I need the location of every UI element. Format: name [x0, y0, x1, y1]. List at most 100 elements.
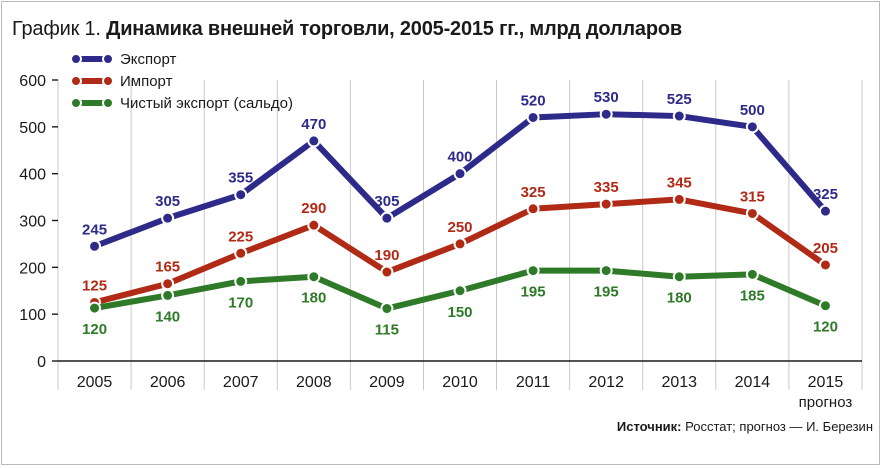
series-3-data-label: 195	[521, 284, 546, 301]
legend-item-2: Импорт	[70, 73, 173, 90]
x-tick-label: 2006	[150, 374, 186, 391]
x-tick-label: 2013	[661, 374, 697, 391]
series-1-data-label: 355	[228, 170, 253, 187]
series-2-data-label: 290	[301, 200, 326, 217]
series-2-point	[161, 277, 175, 291]
series-3-point	[88, 301, 102, 315]
series-2-data-label: 225	[228, 228, 253, 245]
legend-label: Чистый экспорт (сальдо)	[120, 95, 293, 112]
series-1-point	[599, 107, 613, 121]
x-tick-label: 2011	[516, 374, 551, 391]
series-2-point	[453, 237, 467, 251]
x-tick-label: 2010	[442, 374, 478, 391]
source-text: Росстат; прогноз — И. Березин	[685, 419, 873, 434]
series-1-data-label: 520	[521, 92, 546, 109]
series-3-point	[161, 288, 175, 302]
series-2-data-label: 335	[594, 179, 619, 196]
series-1-data-label: 470	[301, 116, 326, 133]
legend-swatch-dot	[70, 53, 82, 65]
series-1-data-label: 525	[667, 91, 692, 108]
legend: Экспорт Импорт Чистый экспорт (сальдо)	[70, 51, 293, 112]
series-3-point	[234, 274, 248, 288]
x-tick-label: 2005	[77, 374, 113, 391]
chart-title: График 1. Динамика внешней торговли, 200…	[12, 18, 682, 41]
x-tick-label: 2008	[296, 374, 332, 391]
y-tick-label: 600	[19, 73, 46, 90]
series-2-data-label: 345	[667, 174, 692, 191]
legend-swatch-dot	[70, 75, 82, 87]
y-tick-label: 100	[19, 307, 46, 324]
chart-title-prefix: График 1.	[12, 18, 101, 40]
y-tick-label: 300	[19, 214, 46, 231]
series-1-data-label: 530	[594, 89, 619, 106]
series-2-data-label: 190	[374, 247, 399, 264]
x-tick-note: прогноз	[799, 394, 853, 411]
y-tick-label: 0	[37, 354, 46, 371]
series-2-data-label: 125	[82, 277, 107, 294]
series-1-point	[526, 110, 540, 124]
series-3-point	[453, 284, 467, 298]
x-tick-label: 2009	[369, 374, 405, 391]
series-3-point	[526, 264, 540, 278]
series-1-point	[745, 120, 759, 134]
series-3-data-label: 180	[301, 290, 326, 307]
series-3-data-label: 140	[155, 308, 180, 325]
series-2-data-label: 250	[447, 219, 472, 236]
series-2-point	[672, 192, 686, 206]
series-1-point	[88, 239, 102, 253]
series-2-point	[526, 202, 540, 216]
legend-item-1: Экспорт	[70, 51, 176, 68]
series-1-point	[453, 167, 467, 181]
series-1-point	[380, 211, 394, 225]
chart-title-text: Динамика внешней торговли, 2005-2015 гг.…	[106, 18, 682, 40]
series-3-data-label: 185	[740, 287, 765, 304]
series-1-point	[234, 188, 248, 202]
series-1-data-label: 245	[82, 221, 107, 238]
x-tick-label: 2012	[588, 374, 624, 391]
x-tick-label: 2015	[808, 374, 844, 391]
series-3-data-label: 170	[228, 294, 253, 311]
series-3-data-label: 195	[594, 284, 619, 301]
legend-swatch-dot	[102, 97, 114, 109]
series-1-data-label: 400	[447, 149, 472, 166]
series-1-point	[672, 109, 686, 123]
y-tick-label: 200	[19, 260, 46, 277]
grid-lines	[57, 80, 863, 390]
legend-label: Импорт	[120, 73, 173, 90]
series-3-data-label: 115	[375, 322, 399, 339]
series-2-point	[234, 246, 248, 260]
series-3-point	[307, 270, 321, 284]
series-2-point	[745, 206, 759, 220]
series-3-data-label: 150	[447, 304, 472, 321]
series-1-data-label: 305	[374, 193, 399, 210]
legend-swatch-dot	[102, 53, 114, 65]
series-2-point	[307, 218, 321, 232]
series-1-data-label: 500	[740, 102, 765, 119]
source-label: Источник:	[616, 419, 682, 434]
legend-item-3: Чистый экспорт (сальдо)	[70, 95, 293, 112]
y-tick-label: 400	[19, 167, 46, 184]
series-2-data-label: 205	[813, 240, 838, 257]
series-3-data-label: 120	[82, 321, 107, 338]
series-1-point	[818, 204, 832, 218]
series-3-point	[599, 264, 613, 278]
series-2-point	[380, 265, 394, 279]
axes: 0 100 200 300 400 500 600 2005 2006 2007 2008 2009 2…	[19, 73, 862, 411]
series-2-data-label: 325	[521, 184, 546, 201]
series-2-data-label: 165	[155, 259, 180, 276]
series-1-data-label: 325	[813, 186, 838, 203]
x-tick-label: 2014	[735, 374, 771, 391]
series-1-data-label: 305	[155, 193, 180, 210]
legend-label: Экспорт	[120, 51, 176, 68]
series-2-point	[599, 197, 613, 211]
series-2-point	[818, 258, 832, 272]
legend-swatch-dot	[102, 75, 114, 87]
data-labels: 245 305 355 470 305 400 520 530 525 500 325 125 165 2…	[82, 89, 838, 338]
series-3-point	[745, 267, 759, 281]
series-3-point	[672, 270, 686, 284]
series-3-data-label: 120	[813, 319, 838, 336]
series-2-data-label: 315	[740, 188, 765, 205]
series-3-point	[818, 299, 832, 313]
